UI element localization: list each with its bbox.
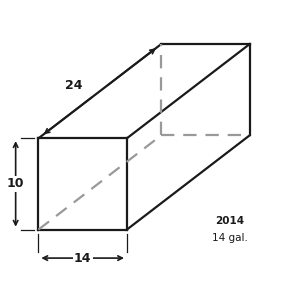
Text: 2014: 2014: [215, 216, 244, 226]
Text: 10: 10: [7, 177, 24, 190]
Text: 14 gal.: 14 gal.: [212, 233, 247, 243]
Text: 14: 14: [74, 252, 91, 265]
Text: 24: 24: [65, 79, 83, 92]
